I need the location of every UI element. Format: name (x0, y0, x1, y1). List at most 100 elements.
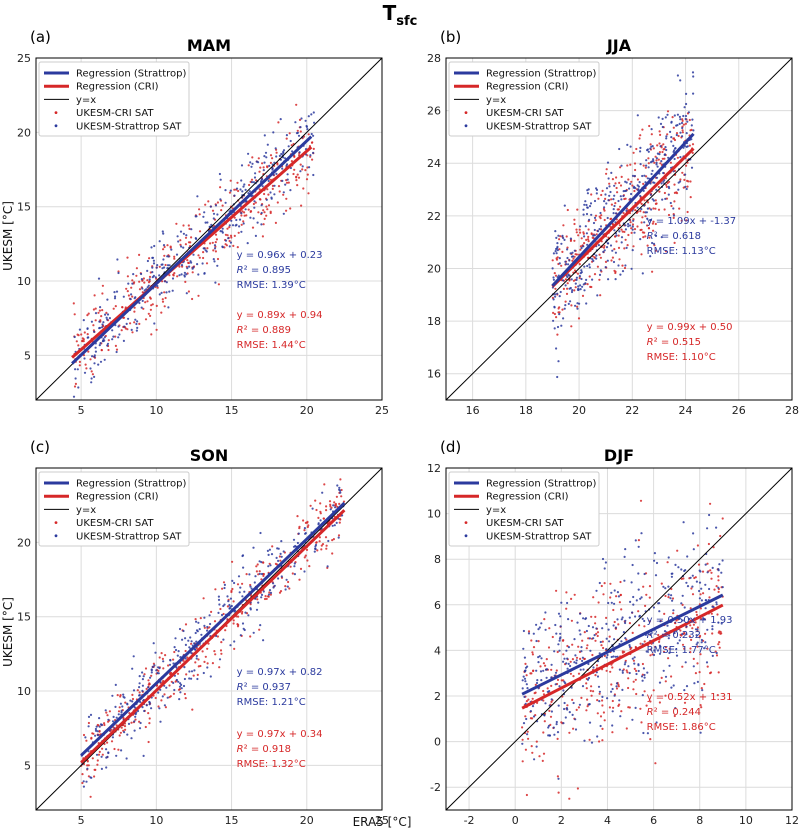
cri-point (263, 597, 267, 601)
strattrop-point (204, 221, 207, 224)
strattrop-point (610, 690, 613, 693)
strattrop-point (269, 191, 272, 194)
cri-point (640, 228, 643, 231)
cri-point (299, 130, 302, 133)
strattrop-point (646, 671, 649, 674)
strattrop-point (637, 545, 640, 548)
strattrop-point (206, 221, 209, 224)
annotation-strattrop: y = 0.50x + 1.93 (647, 615, 733, 626)
cri-point (168, 684, 171, 687)
cri-point (577, 234, 580, 237)
cri-point (617, 623, 620, 626)
strattrop-point (651, 241, 654, 245)
strattrop-point (622, 194, 625, 198)
x-tick-label: 20 (572, 404, 586, 417)
strattrop-point (623, 555, 626, 559)
strattrop-point (552, 252, 556, 255)
cri-point (97, 753, 101, 756)
strattrop-point (660, 182, 663, 185)
strattrop-point (647, 150, 650, 153)
cri-point (568, 797, 571, 800)
strattrop-point (578, 703, 582, 706)
cri-point (551, 635, 554, 639)
strattrop-point (635, 672, 638, 676)
strattrop-point (637, 588, 640, 591)
cri-point (619, 184, 623, 187)
strattrop-point (634, 706, 637, 710)
cri-point (644, 215, 647, 218)
strattrop-point (104, 313, 107, 316)
strattrop-point (240, 179, 243, 182)
cri-point (167, 664, 170, 667)
strattrop-point (241, 190, 244, 193)
strattrop-point (550, 710, 554, 713)
cri-point (288, 132, 291, 135)
cri-point (184, 280, 187, 283)
strattrop-point (180, 245, 183, 248)
strattrop-point (189, 636, 192, 639)
cri-point (128, 712, 131, 715)
cri-point (643, 640, 646, 643)
strattrop-point (94, 312, 98, 315)
cri-point (329, 503, 332, 506)
strattrop-point (588, 205, 592, 208)
strattrop-point (287, 145, 290, 148)
cri-point (216, 201, 219, 204)
strattrop-point (566, 256, 569, 260)
strattrop-point (608, 640, 611, 643)
cri-point (144, 725, 147, 729)
cri-point (149, 296, 152, 299)
cri-point (719, 534, 722, 538)
cri-point (307, 133, 310, 136)
strattrop-point (555, 723, 558, 726)
cri-point (160, 699, 163, 702)
cri-point (583, 631, 586, 634)
cri-point (206, 662, 209, 665)
y-tick-label: 25 (17, 52, 31, 65)
strattrop-point (138, 675, 141, 678)
panel-label: (a) (30, 28, 51, 46)
cri-point (693, 576, 696, 580)
cri-point (699, 704, 702, 707)
strattrop-point (77, 386, 80, 389)
strattrop-point (286, 173, 289, 176)
cri-point (662, 650, 666, 653)
strattrop-point (654, 574, 658, 577)
strattrop-point (181, 638, 184, 641)
strattrop-point (184, 637, 187, 640)
strattrop-point (90, 320, 93, 323)
cri-point (681, 643, 685, 646)
cri-point (701, 570, 705, 573)
strattrop-point (664, 197, 667, 200)
cri-point (243, 214, 246, 217)
strattrop-point (587, 188, 590, 191)
cri-point (178, 265, 181, 268)
strattrop-point (280, 152, 283, 156)
cri-point (579, 231, 582, 234)
strattrop-point (148, 703, 151, 706)
cri-point (632, 688, 635, 691)
cri-point (702, 592, 705, 595)
strattrop-point (579, 272, 582, 275)
strattrop-point (605, 656, 608, 659)
cri-point (124, 728, 127, 731)
cri-point (325, 509, 328, 512)
cri-point (618, 181, 621, 184)
strattrop-point (573, 661, 576, 664)
strattrop-point (646, 149, 649, 152)
cri-point (157, 705, 160, 708)
cri-point (652, 207, 655, 210)
cri-point (263, 211, 266, 214)
strattrop-point (612, 260, 616, 264)
strattrop-point (221, 231, 224, 234)
cri-point (198, 208, 201, 211)
strattrop-point (617, 595, 621, 598)
cri-point (129, 322, 132, 325)
strattrop-point (285, 164, 288, 167)
strattrop-point (571, 289, 574, 292)
cri-point (220, 209, 223, 212)
cri-point (206, 647, 209, 650)
strattrop-point (580, 269, 583, 272)
strattrop-point (74, 368, 77, 371)
strattrop-point (553, 733, 556, 736)
